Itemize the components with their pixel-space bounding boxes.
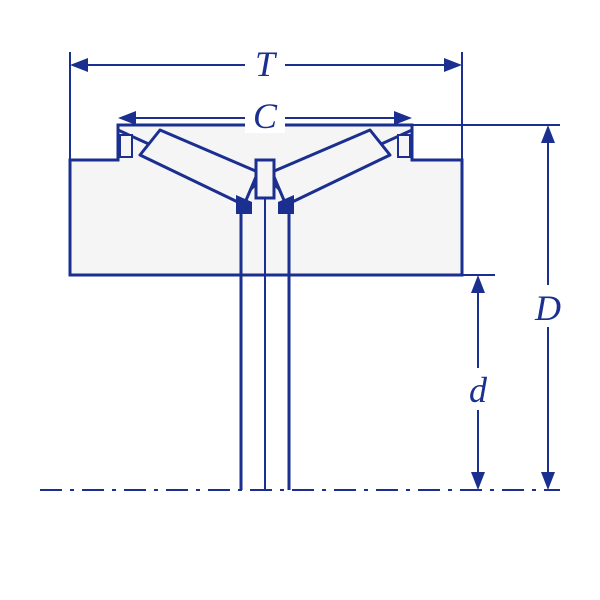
label-C: C [253,96,278,136]
label-T: T [255,44,278,84]
label-D: D [534,288,561,328]
cage-notch-left-outer [120,135,132,157]
cage-notch-right-outer [398,135,410,157]
bearing-cross-section-diagram: T C D d [0,0,600,600]
dimension-d: d [460,275,500,490]
label-d: d [469,370,488,410]
center-spacer [256,160,274,198]
